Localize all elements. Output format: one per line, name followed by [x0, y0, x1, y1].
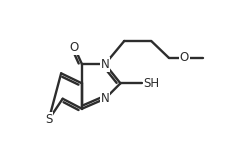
Text: O: O — [70, 41, 79, 54]
Text: S: S — [45, 113, 52, 126]
Text: SH: SH — [144, 77, 160, 90]
Text: O: O — [180, 51, 189, 64]
Text: N: N — [101, 58, 110, 71]
Text: N: N — [101, 92, 110, 105]
